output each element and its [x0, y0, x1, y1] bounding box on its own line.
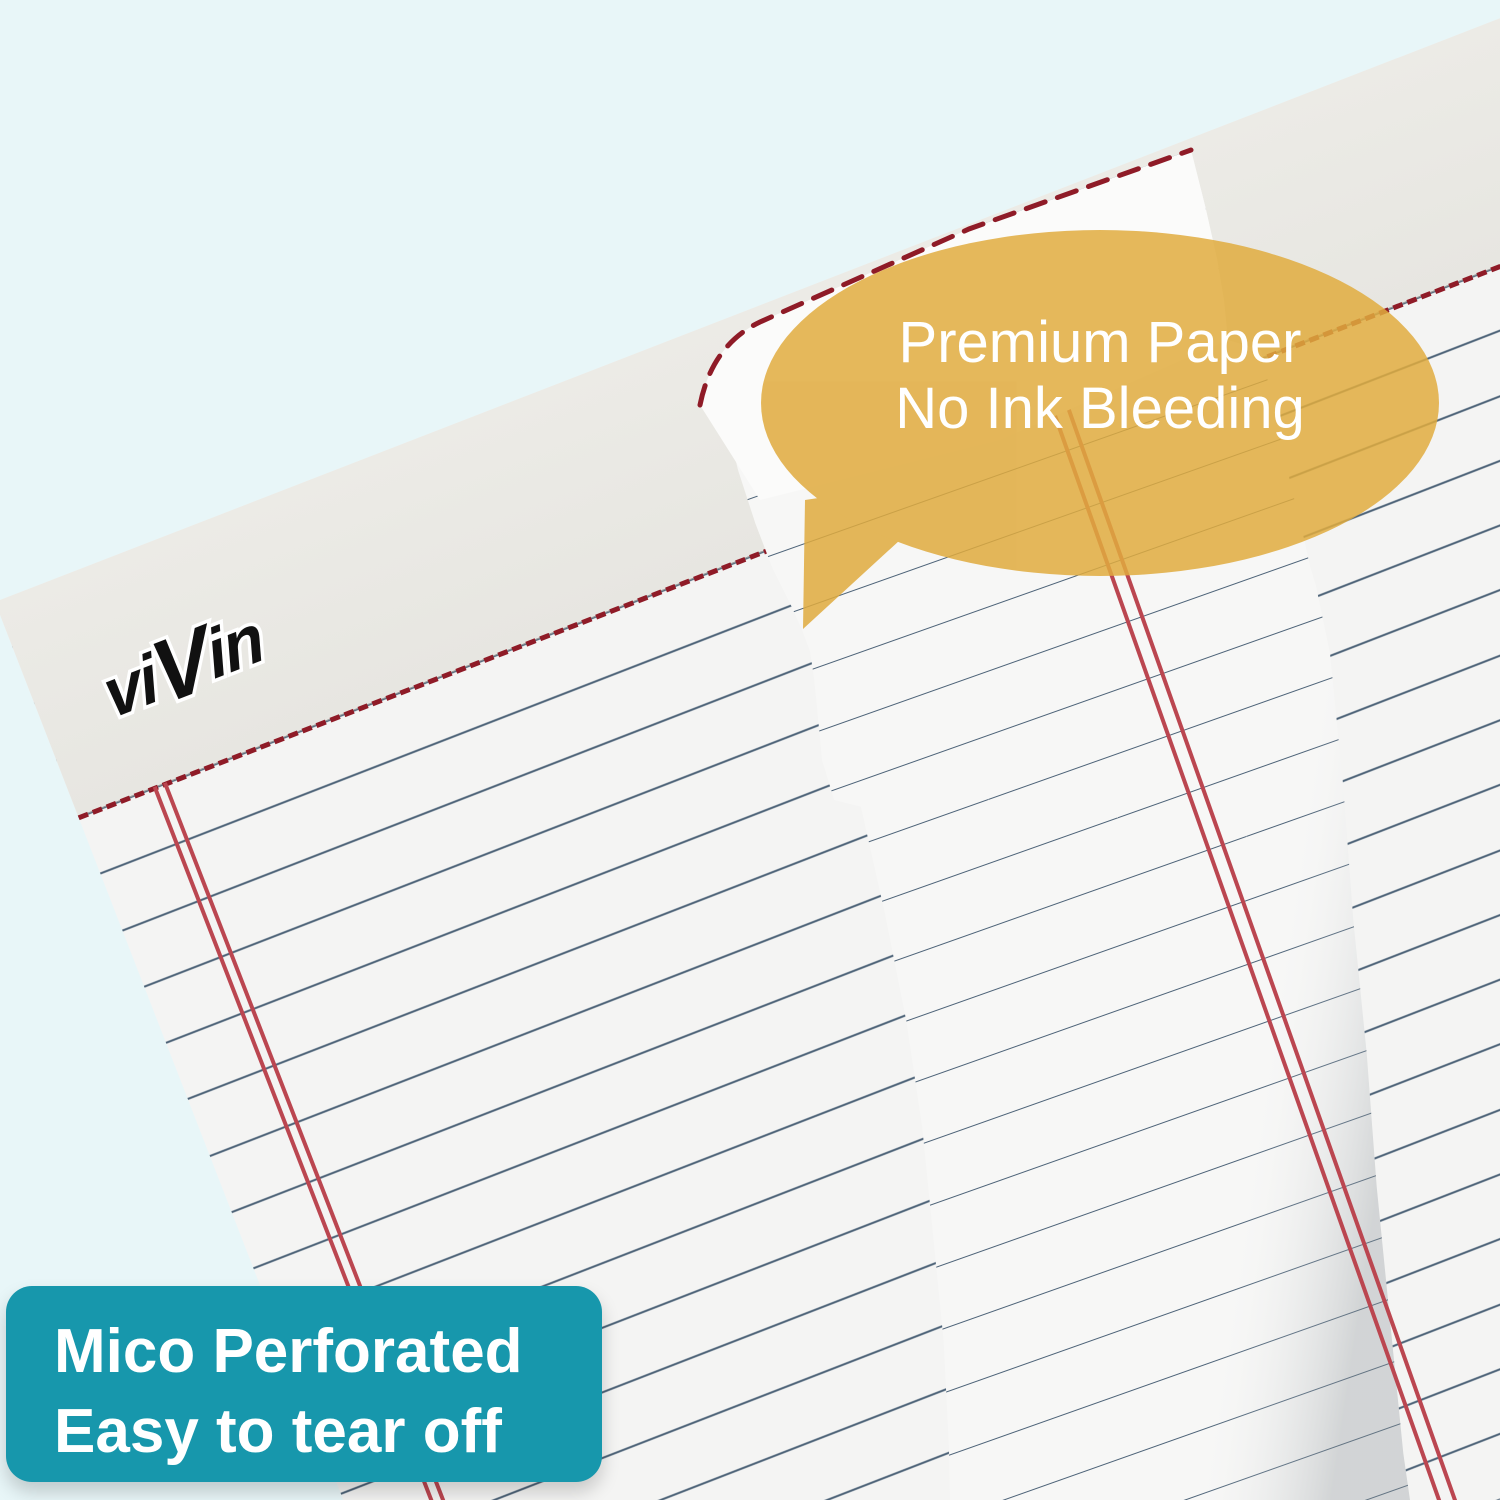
svg-text:No Ink Bleeding: No Ink Bleeding — [895, 376, 1304, 441]
svg-text:Premium Paper: Premium Paper — [899, 310, 1302, 375]
